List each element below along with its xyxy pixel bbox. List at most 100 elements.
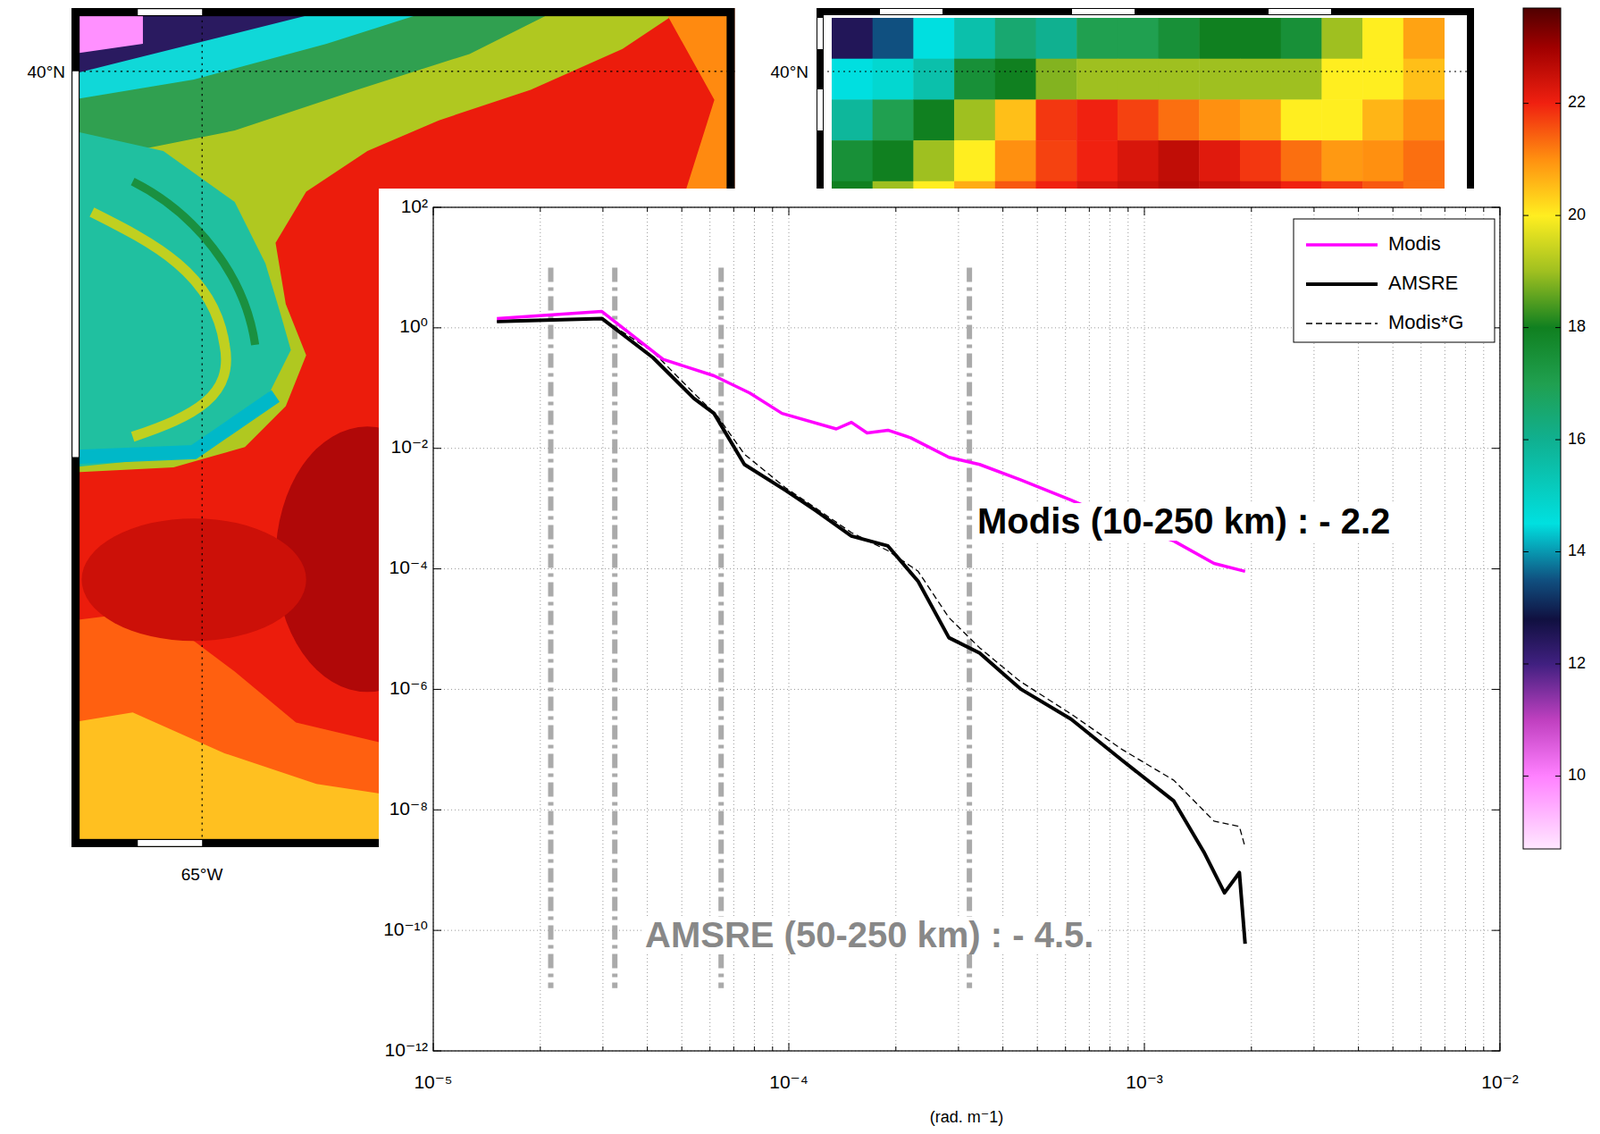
- x-minor-tick: [895, 207, 897, 212]
- y-tick: [433, 326, 442, 328]
- amsre-cell: [1362, 99, 1404, 141]
- amsre-frame: [820, 11, 1471, 189]
- y-tick: [433, 447, 442, 449]
- x-minor-gridline: [539, 207, 541, 1051]
- y-tick-label: 10⁻¹⁰: [383, 918, 428, 939]
- amsre-cell: [954, 58, 996, 101]
- amsre-cell: [1403, 140, 1445, 182]
- x-gridline: [1144, 207, 1146, 1051]
- colorbar-tick: [1555, 215, 1561, 217]
- y-tick: [1491, 809, 1500, 811]
- colorbar-tick-label: 10: [1567, 765, 1586, 784]
- y-gridline: [433, 447, 1500, 449]
- x-minor-tick: [539, 1046, 541, 1051]
- amsre-frame-seg: [879, 8, 943, 15]
- x-minor-tick: [1482, 1046, 1484, 1051]
- x-tick: [788, 207, 790, 216]
- amsre-cell: [1076, 17, 1118, 59]
- x-minor-gridline: [1109, 207, 1111, 1051]
- x-minor-gridline: [602, 207, 604, 1051]
- y-tick-label: 10⁻⁸: [389, 797, 428, 819]
- annotation-text: Modis (10-250 km) : - 2.2: [977, 501, 1391, 541]
- y-gridline: [433, 568, 1500, 570]
- x-minor-tick: [602, 207, 604, 212]
- colorbar-tick: [1523, 439, 1529, 441]
- x-tick-label: 10⁻⁴: [769, 1071, 808, 1092]
- x-tick: [1144, 207, 1146, 216]
- colorbar-tick-label: 16: [1567, 429, 1586, 448]
- amsre-cell: [995, 181, 1037, 189]
- amsre-cell: [913, 181, 955, 189]
- colorbar-tick: [1555, 551, 1561, 553]
- amsre-cell: [1198, 58, 1240, 101]
- amsre-frame-seg: [1268, 8, 1332, 15]
- x-minor-tick: [1357, 207, 1359, 212]
- colorbar-tick-label: 22: [1567, 92, 1586, 111]
- legend-label: Modis: [1388, 232, 1441, 255]
- y-tick: [433, 688, 442, 690]
- y-gridline: [433, 688, 1500, 690]
- x-minor-tick: [753, 207, 755, 212]
- amsre-cell: [872, 99, 914, 141]
- colorbar-tick: [1523, 326, 1529, 328]
- amsre-cell: [1076, 181, 1118, 189]
- amsre-cell: [1362, 58, 1404, 101]
- map-filament: [92, 211, 227, 436]
- colorbar-tick: [1555, 326, 1561, 328]
- amsre-cell: [1239, 181, 1282, 189]
- map-frame-seg: [137, 839, 202, 847]
- annotation-text: AMSRE (50-250 km) : - 4.5.: [645, 914, 1094, 955]
- annotation: AMSRE (50-250 km) : - 4.5.: [641, 914, 1098, 955]
- x-minor-gridline: [1127, 207, 1129, 1051]
- x-minor-tick: [1127, 207, 1129, 212]
- amsre-cell: [1036, 140, 1078, 182]
- y-tick: [1491, 447, 1500, 449]
- y-tick: [1491, 929, 1500, 931]
- colorbar: [1523, 8, 1561, 849]
- amsre-cell: [1362, 181, 1404, 189]
- x-minor-tick: [1357, 1046, 1359, 1051]
- amsre-cell: [1198, 99, 1240, 141]
- legend: Modis AMSRE Modis*G: [1293, 218, 1495, 343]
- colorbar-tick: [1555, 439, 1561, 441]
- x-minor-tick: [753, 1046, 755, 1051]
- legend-label: Modis*G: [1388, 310, 1464, 334]
- legend-label: AMSRE: [1388, 271, 1458, 294]
- x-minor-tick: [709, 207, 711, 212]
- amsre-cell: [1117, 99, 1159, 141]
- x-tick-label: 10⁻³: [1125, 1071, 1163, 1092]
- y-gridline: [433, 809, 1500, 811]
- y-tick: [433, 568, 442, 570]
- x-minor-tick: [1420, 1046, 1422, 1051]
- amsre-cell: [1321, 99, 1363, 141]
- amsre-cell: [872, 58, 914, 101]
- amsre-cell: [872, 17, 914, 59]
- amsre-cell: [913, 99, 955, 141]
- legend-swatch: [1306, 282, 1378, 286]
- x-minor-tick: [1109, 1046, 1111, 1051]
- amsre-cell: [954, 181, 996, 189]
- x-minor-tick: [957, 207, 959, 212]
- amsre-cell: [1403, 181, 1445, 189]
- amsre-cell: [1362, 140, 1404, 182]
- colorbar-tick: [1523, 775, 1529, 777]
- amsre-cell: [954, 17, 996, 59]
- x-minor-tick: [771, 1046, 773, 1051]
- x-minor-tick: [1127, 1046, 1129, 1051]
- x-minor-tick: [1089, 207, 1090, 212]
- amsre-cell: [1321, 140, 1363, 182]
- x-minor-tick: [957, 1046, 959, 1051]
- amsre-cell: [1117, 17, 1159, 59]
- y-tick: [1491, 568, 1500, 570]
- x-minor-tick: [681, 1046, 683, 1051]
- amsre-cell: [1281, 140, 1323, 182]
- map-filament: [71, 395, 276, 458]
- colorbar-tick: [1523, 551, 1529, 553]
- lon-label: 65°W: [181, 864, 224, 884]
- x-minor-tick: [1465, 1046, 1466, 1051]
- amsre-cell: [954, 140, 996, 182]
- colorbar-tick-label: 12: [1567, 653, 1586, 672]
- amsre-cell: [1076, 99, 1118, 141]
- x-minor-tick: [709, 1046, 711, 1051]
- chart-panel: [378, 188, 1521, 1134]
